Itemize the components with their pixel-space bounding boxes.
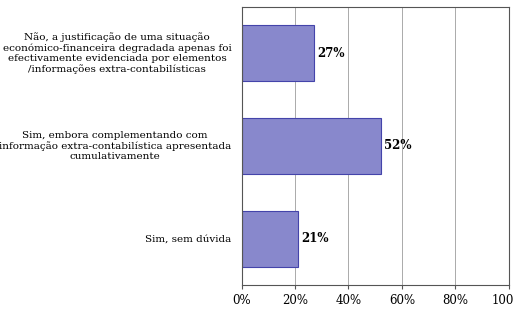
Text: 21%: 21% [301,233,328,245]
Text: Sim, sem dúvida: Sim, sem dúvida [145,235,231,243]
Bar [242,118,380,174]
Text: Sim, embora complementando com
informação extra-contabilística apresentada
cumul: Sim, embora complementando com informaçã… [0,131,231,161]
Text: Não, a justificação de uma situação
económico-financeira degradada apenas foi
ef: Não, a justificação de uma situação econ… [3,32,231,74]
Text: 27%: 27% [317,47,344,59]
Text: 52%: 52% [384,139,411,153]
Bar [242,211,298,267]
Bar [242,25,314,81]
